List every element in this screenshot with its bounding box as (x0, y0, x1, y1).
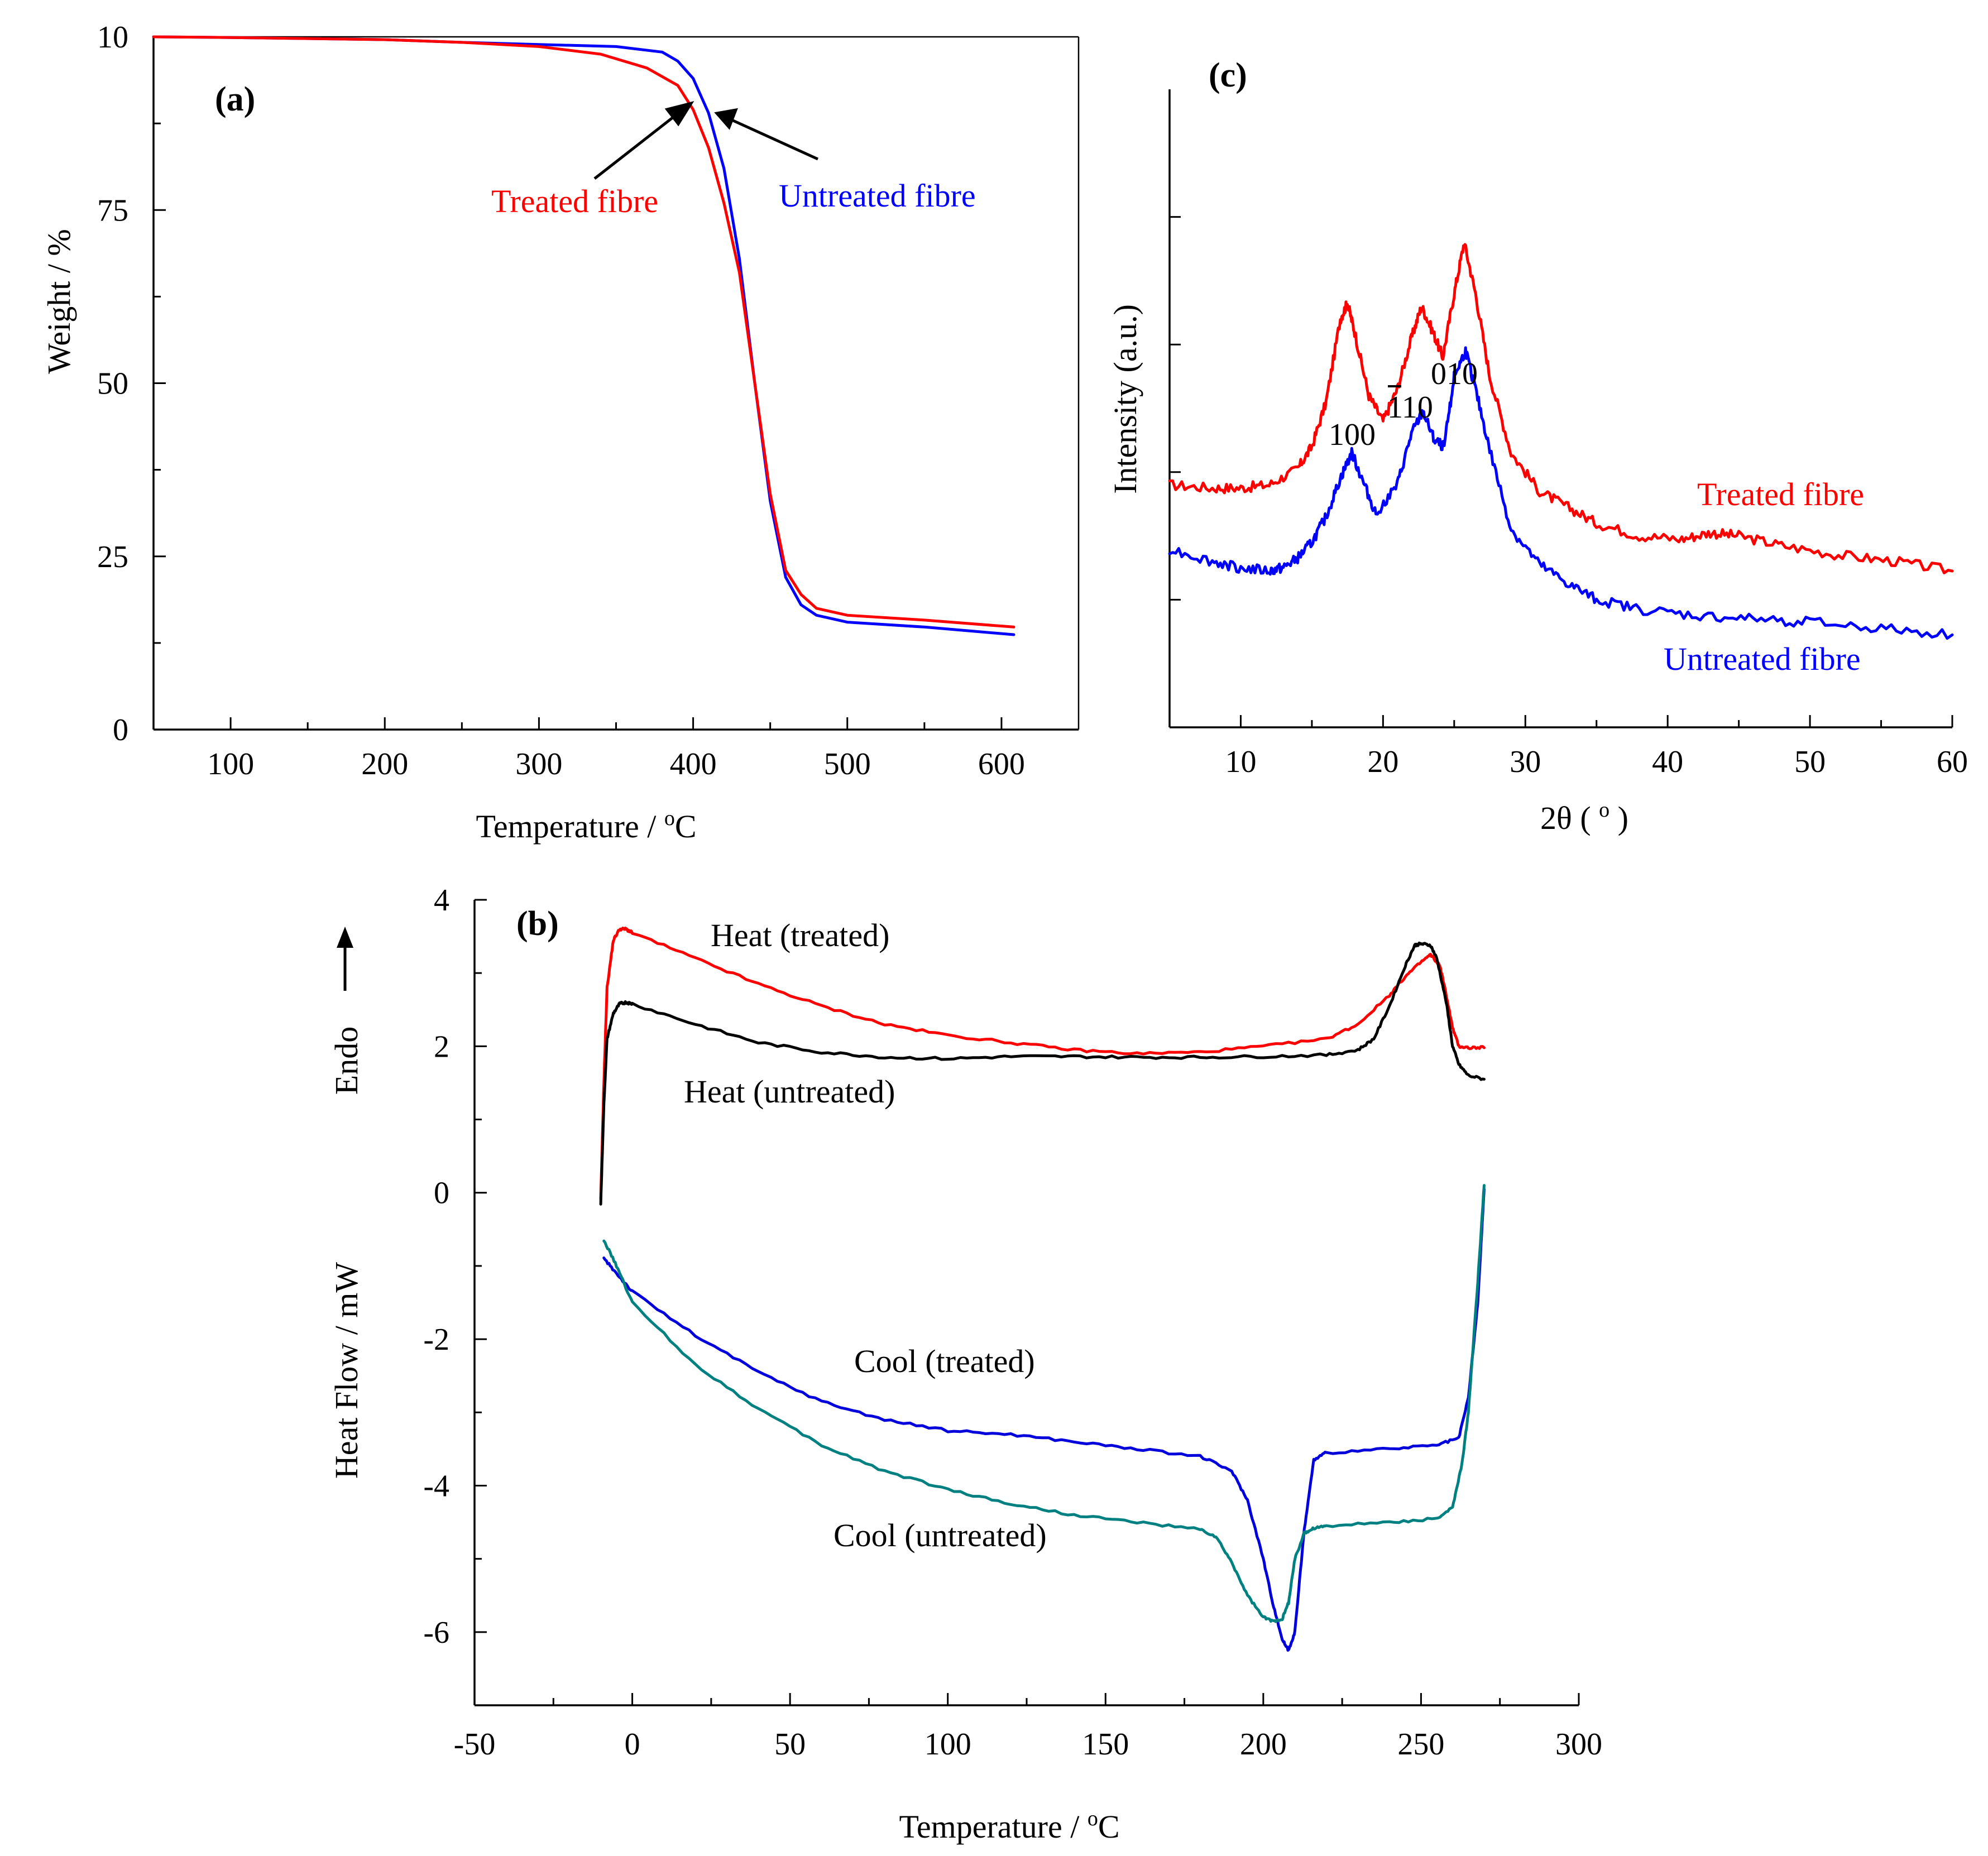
panel-b-y-tick-label: 0 (434, 1176, 449, 1211)
panel-a-x-tick-label: 300 (515, 747, 562, 781)
panel-c-annotation-treated: Treated fibre (1697, 476, 1864, 512)
panel-c-xrd-chart: 10 20 30 40 50 60 (c) 2θ ( o ) Intensity (a.u… (1107, 56, 1968, 836)
panel-b-y-tick-label: -2 (423, 1322, 449, 1357)
panel-c-x-tick-label: 30 (1510, 745, 1541, 779)
panel-a-y-tick-label: 50 (97, 367, 128, 401)
panel-a-x-tick-label: 100 (207, 747, 254, 781)
panel-a-tick-labels: 100 200 300 400 500 600 0 25 50 75 10 (97, 20, 1025, 781)
panel-a-x-tick-label: 200 (361, 747, 408, 781)
panel-a-y-tick-label: 25 (97, 540, 128, 574)
panel-a-arrows (593, 101, 819, 180)
panel-c-tick-labels: 10 20 30 40 50 60 (1225, 745, 1968, 779)
panel-b-y-tick-label: 2 (434, 1029, 449, 1064)
panel-c-x-tick-label: 50 (1794, 745, 1826, 779)
panel-c-x-tick-label: 10 (1225, 745, 1256, 779)
panel-c-series-treated-fibre (1168, 243, 1954, 574)
panel-c-x-tick-label: 60 (1937, 745, 1968, 779)
panel-a-series-untreated-fibre (152, 35, 1015, 636)
panel-c-x-tick-label: 40 (1652, 745, 1683, 779)
panel-b-x-tick-label: -50 (454, 1727, 496, 1762)
panel-b-x-tick-label: 250 (1397, 1727, 1444, 1762)
panel-a-series (152, 35, 1015, 636)
panel-b-tag: (b) (516, 905, 559, 943)
panel-b-ticks (473, 899, 1580, 1706)
arrow-head-untreated (714, 108, 738, 130)
panel-b-x-label: Temperature / oC (899, 1807, 1119, 1845)
panel-b-endo-label: Endo (328, 1027, 365, 1095)
panel-a-annotation-untreated: Untreated fibre (779, 178, 976, 214)
panel-b-y-tick-label: 4 (434, 883, 449, 918)
panel-a-x-label: Temperature / oC (476, 807, 696, 845)
panel-b-tick-labels: -50 0 50 100 150 200 250 300 -6 -4 -2 0 2 4 (423, 883, 1602, 1762)
panel-a-tag: (a) (215, 80, 255, 118)
panel-b-annotation-cool-treated: Cool (treated) (854, 1343, 1035, 1379)
panel-a-x-tick-label: 500 (824, 747, 871, 781)
panel-a-series-treated-fibre (152, 35, 1015, 629)
panel-c-series (1168, 243, 1954, 640)
panel-b-annotation-cool-untreated: Cool (untreated) (833, 1517, 1047, 1553)
panel-a-ticks (154, 36, 1003, 731)
panel-b-x-tick-label: 150 (1082, 1727, 1129, 1762)
panel-b-series-heat-untreated (599, 941, 1486, 1206)
panel-a-x-tick-label: 400 (670, 747, 717, 781)
panel-b-x-tick-label: 50 (774, 1727, 806, 1762)
panel-c-x-tick-label: 20 (1367, 745, 1398, 779)
panel-a-x-tick-label: 600 (978, 747, 1025, 781)
panel-b-annotation-heat-treated: Heat (treated) (711, 917, 889, 953)
panel-c-tag: (c) (1209, 56, 1247, 94)
panel-b-x-tick-label: 100 (924, 1727, 971, 1762)
endo-arrow-icon (337, 927, 353, 991)
panel-b-x-tick-label: 0 (625, 1727, 640, 1762)
panel-b-annotation-heat-untreated: Heat (untreated) (684, 1073, 895, 1110)
panel-a-y-tick-label: 0 (113, 713, 128, 747)
panel-a-y-tick-label: 10 (97, 20, 128, 55)
panel-c-peak-label-010: 010 (1431, 357, 1478, 391)
panel-c-annotation-untreated: Untreated fibre (1664, 641, 1861, 677)
panel-c-y-label: Intensity (a.u.) (1107, 304, 1143, 494)
arrow-to-untreated-curve (725, 116, 819, 161)
panel-a-y-tick-label: 75 (97, 193, 128, 228)
panel-b-series-cool-untreated (602, 1184, 1486, 1623)
arrow-to-treated-curve (593, 108, 685, 180)
panel-b-y-label: Heat Flow / mW (328, 1262, 365, 1479)
panel-b-series-cool-treated (602, 1187, 1486, 1652)
panel-b-y-tick-label: -4 (423, 1469, 449, 1503)
panel-c-peak-label-110: 110 (1387, 390, 1433, 425)
panel-c-ticks (1170, 216, 1953, 727)
arrow-head-treated (664, 101, 694, 127)
panel-b-x-tick-label: 200 (1240, 1727, 1287, 1762)
panel-c-x-label: 2θ ( o ) (1540, 798, 1628, 836)
panel-b-series (599, 927, 1486, 1652)
panel-b-dsc-chart: -50 0 50 100 150 200 250 300 -6 -4 -2 0 2 4 (b) Tempe… (328, 883, 1602, 1845)
panel-b-x-tick-label: 300 (1555, 1727, 1602, 1762)
panel-a-tga-chart: 100 200 300 400 500 600 0 25 50 75 10 (a) Temperat… (41, 20, 1080, 845)
panel-b-series-heat-treated (599, 927, 1486, 1201)
panel-c-peak-label-100: 100 (1329, 418, 1376, 452)
panel-b-y-tick-label: -6 (423, 1615, 449, 1650)
panel-a-annotation-treated: Treated fibre (491, 183, 658, 219)
panel-a-y-label: Weight / % (41, 229, 77, 374)
panel-c-series-untreated-fibre (1168, 346, 1954, 640)
